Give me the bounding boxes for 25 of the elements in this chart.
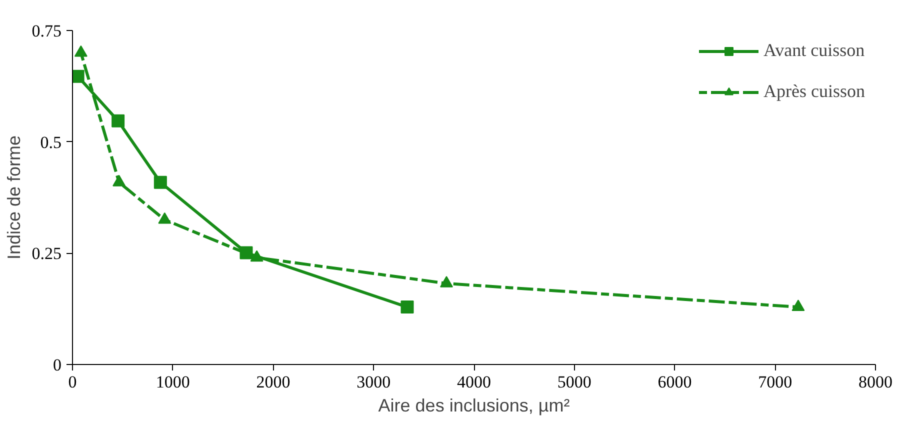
x-tick-label: 4000 [457,372,491,392]
point [112,114,125,128]
point [792,300,805,312]
point [72,70,84,83]
y-tick-label: 0.5 [40,132,62,152]
x-tick-label: 5000 [557,372,592,392]
x-tick-label: 6000 [658,372,692,392]
x-tick-label: 0 [68,372,77,392]
legend-label: Après cuisson [764,81,865,102]
legend-label: Avant cuisson [764,40,865,61]
y-tick-label: 0.25 [32,244,62,264]
y-axis-title: Indice de forme [4,135,24,260]
x-tick-label: 1000 [156,372,190,392]
y-tick-label: 0.75 [32,22,62,40]
point [112,174,126,186]
point [250,250,264,262]
x-tick-label: 8000 [858,372,892,392]
point [440,276,453,288]
x-tick-label: 7000 [758,372,792,392]
x-tick-label: 3000 [356,372,391,392]
point [154,176,167,189]
y-tick-label: 0 [53,356,62,374]
x-axis-title: Aire des inclusions, µm² [378,396,570,416]
point [158,212,172,224]
x-tick-label: 2000 [256,372,290,392]
